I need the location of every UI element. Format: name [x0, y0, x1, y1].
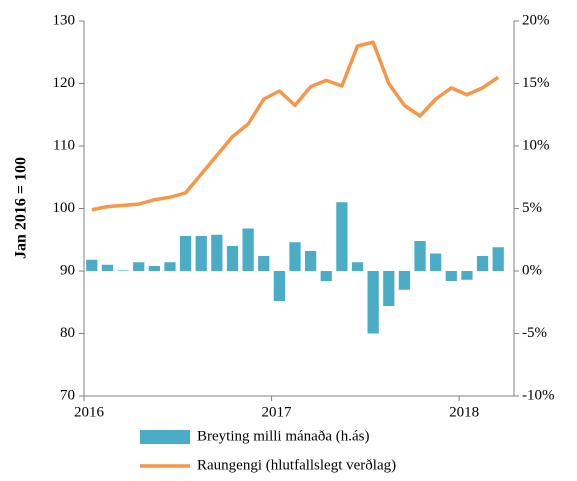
bar: [86, 259, 98, 271]
bar: [211, 234, 223, 271]
legend-label: Breyting milli mánaða (h.ás): [197, 428, 369, 444]
bar: [117, 270, 129, 271]
y-tick-label: 80: [60, 325, 75, 341]
bar: [179, 236, 192, 271]
bar: [336, 202, 348, 271]
legend-label: Raungengi (hlutfallslegt verðlag): [197, 457, 396, 473]
bar: [398, 271, 411, 290]
y2-tick-label: 15%: [522, 75, 550, 91]
y-tick-label: 100: [53, 200, 76, 216]
y2-tick-label: 10%: [522, 137, 550, 153]
y-tick-label: 110: [53, 137, 75, 153]
bar: [445, 271, 457, 281]
y-tick-label: 70: [60, 387, 75, 403]
bar: [258, 256, 270, 271]
bar: [195, 236, 207, 271]
y2-tick-label: 20%: [522, 12, 550, 28]
bar: [148, 266, 160, 271]
x-tick-label: 2017: [262, 404, 293, 420]
bar: [476, 256, 489, 271]
bar: [133, 262, 145, 271]
y-tick-label: 90: [60, 262, 75, 278]
bar: [430, 253, 442, 271]
y-tick-label: 120: [53, 75, 76, 91]
x-tick-label: 2018: [449, 404, 479, 420]
legend-swatch: [140, 430, 190, 444]
y2-tick-label: -5%: [522, 325, 547, 341]
bar: [242, 228, 254, 271]
bar: [461, 271, 473, 280]
y-tick-label: 130: [53, 12, 76, 28]
x-tick-label: 2016: [74, 404, 105, 420]
y-axis-label: Jan 2016 = 100: [13, 157, 30, 259]
y2-tick-label: 5%: [522, 200, 542, 216]
line: [91, 40, 500, 212]
bar: [164, 262, 176, 271]
bar: [320, 271, 332, 281]
bar: [226, 246, 239, 271]
bar: [414, 241, 426, 271]
y2-tick-label: 0%: [522, 262, 542, 278]
bar: [492, 247, 504, 271]
bar: [305, 251, 317, 271]
bar: [367, 271, 379, 334]
bar: [351, 262, 364, 271]
bar: [383, 271, 395, 306]
bar: [273, 271, 285, 301]
bar: [101, 264, 114, 271]
y2-tick-label: -10%: [522, 387, 555, 403]
bar: [289, 242, 301, 271]
